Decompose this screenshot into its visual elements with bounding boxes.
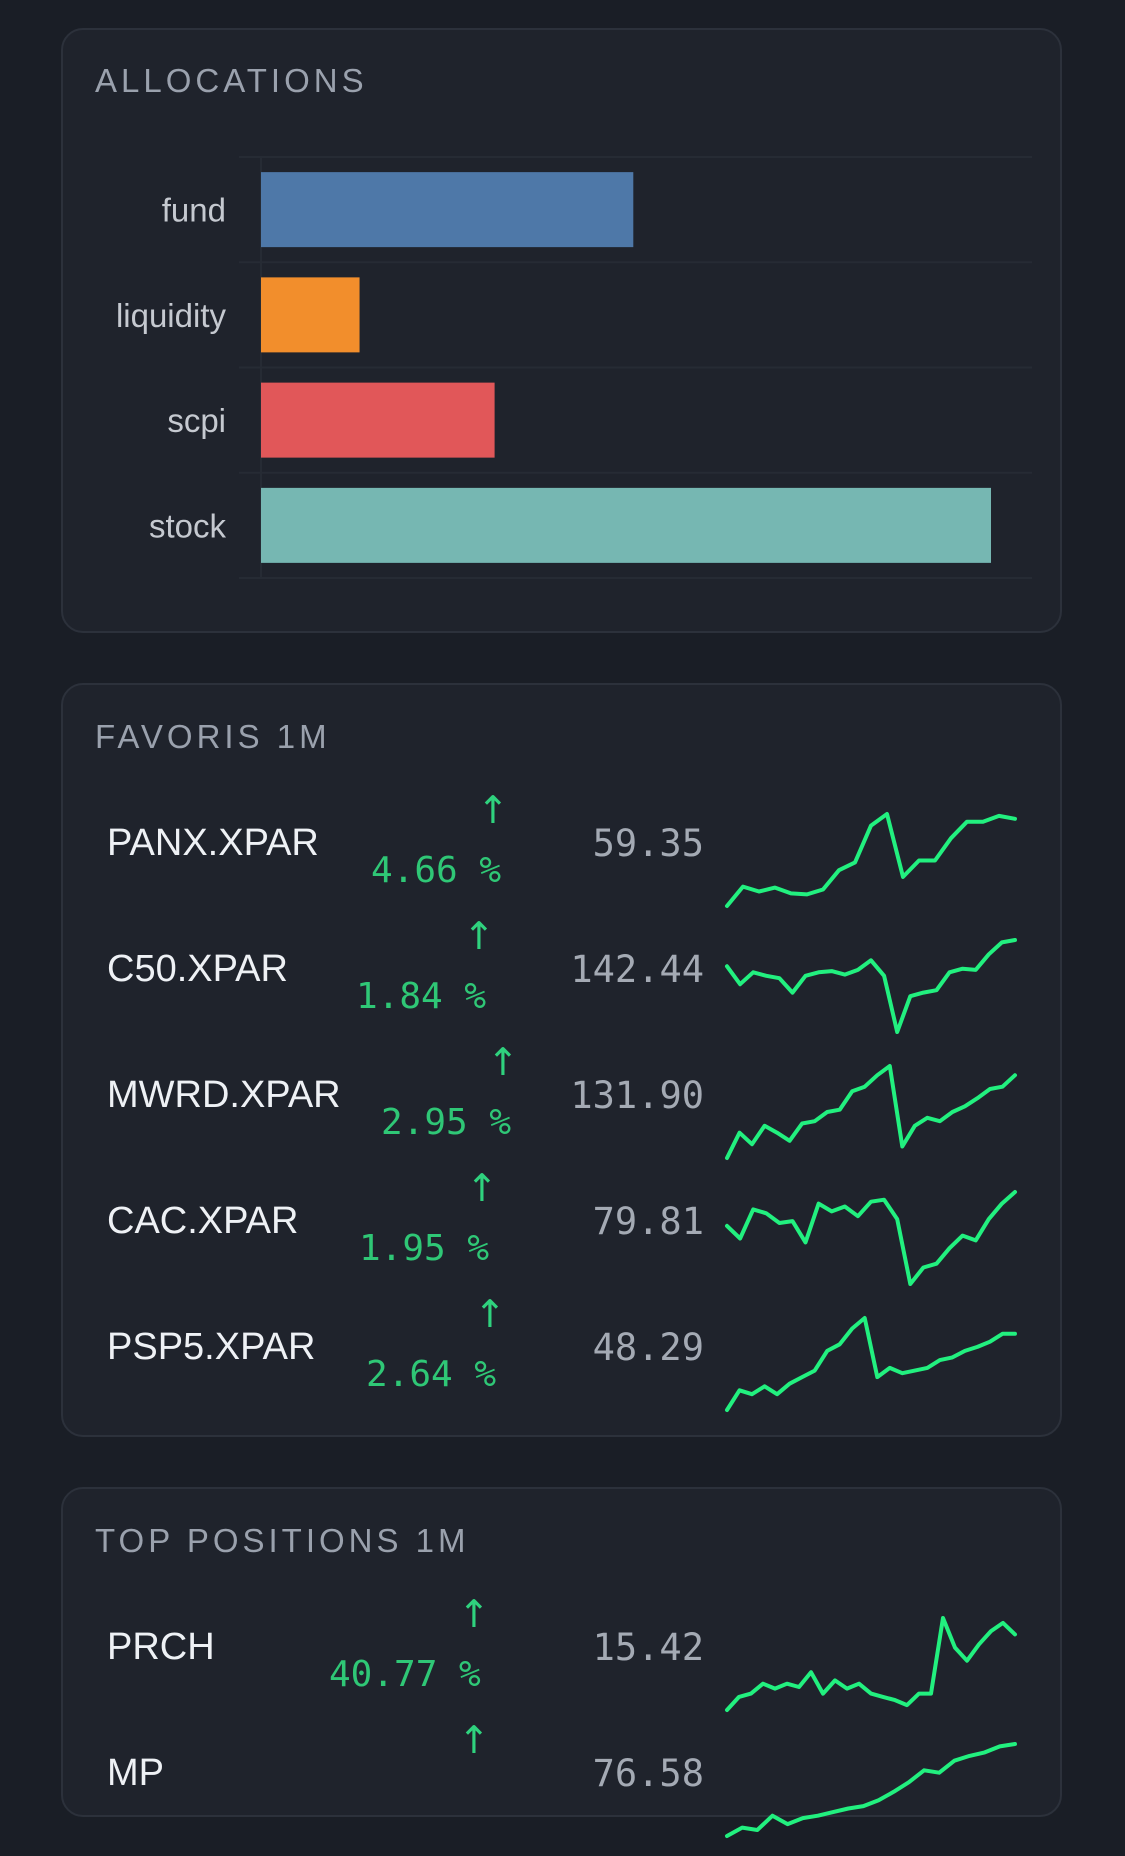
price-value: 59.35 [592,822,704,865]
change-percent: 1.84 % [356,976,487,1017]
sparkline-chart [725,1064,1017,1160]
up-arrow-icon: ↑ [458,1592,490,1636]
allocations-card: ALLOCATIONS fund liquidity scpi stock [61,28,1062,633]
sparkline-chart [725,1616,1017,1712]
ticker-label: PSP5.XPAR [107,1326,316,1368]
price-value: 15.42 [592,1626,704,1669]
alloc-bar-stock[interactable] [261,487,991,563]
change-percent: 2.95 % [381,1102,512,1143]
ticker-label: MP [107,1752,164,1794]
alloc-bar-fund[interactable] [261,172,634,248]
list-item[interactable]: PANX.XPAR ↑ 4.66 % 59.35 [63,788,1064,926]
list-item[interactable]: MWRD.XPAR ↑ 2.95 % 131.90 [63,1040,1064,1178]
favoris-title: FAVORIS 1M [95,718,331,755]
alloc-label-scpi: scpi [167,402,226,439]
ticker-label: CAC.XPAR [107,1200,299,1242]
alloc-label-fund: fund [162,192,226,229]
alloc-label-stock: stock [149,507,227,544]
sparkline [725,1742,1017,1838]
top-positions-card: TOP POSITIONS 1M PRCH ↑ 40.77 % 15.42 MP ↑ 76.… [61,1487,1064,1838]
list-item[interactable]: C50.XPAR ↑ 1.84 % 142.44 [63,914,1064,1052]
alloc-label-liquidity: liquidity [116,297,227,334]
price-value: 79.81 [592,1200,704,1243]
change-percent: 40.77 % [329,1654,481,1695]
alloc-bar-scpi[interactable] [261,382,495,458]
sparkline-chart [725,938,1017,1034]
ticker-label: C50.XPAR [107,948,288,990]
ticker-label: MWRD.XPAR [107,1074,341,1116]
allocations-title: ALLOCATIONS [95,62,368,99]
sparkline [725,1190,1017,1286]
ticker-label: PRCH [107,1626,215,1668]
sparkline-chart [725,812,1017,908]
up-arrow-icon: ↑ [458,1718,490,1762]
sparkline-chart [725,1190,1017,1286]
sparkline-chart [725,1742,1017,1838]
list-item[interactable]: PSP5.XPAR ↑ 2.64 % 48.29 [63,1292,1064,1430]
sparkline [725,812,1017,908]
price-value: 142.44 [570,948,704,991]
up-arrow-icon: ↑ [477,788,509,832]
price-value: 131.90 [570,1074,704,1117]
up-arrow-icon: ↑ [487,1040,519,1084]
change-percent: 4.66 % [371,850,502,891]
list-item[interactable]: CAC.XPAR ↑ 1.95 % 79.81 [63,1166,1064,1304]
up-arrow-icon: ↑ [466,1166,498,1210]
up-arrow-icon: ↑ [463,914,495,958]
up-arrow-icon: ↑ [474,1292,506,1336]
top-positions-title: TOP POSITIONS 1M [95,1522,470,1559]
price-value: 76.58 [592,1752,704,1795]
sparkline [725,938,1017,1034]
allocations-chart: fund liquidity scpi stock [116,156,1032,579]
sparkline-chart [725,1316,1017,1412]
change-percent: 2.64 % [366,1354,497,1395]
alloc-bar-liquidity[interactable] [261,277,360,353]
favoris-card: FAVORIS 1M PANX.XPAR ↑ 4.66 % 59.35 C50.XPAR… [61,683,1062,1437]
ticker-label: PANX.XPAR [107,822,319,864]
list-item[interactable]: MP ↑ 76.58 [63,1718,1064,1856]
price-value: 48.29 [592,1326,704,1369]
change-percent: 1.95 % [359,1228,490,1269]
sparkline [725,1616,1017,1712]
sparkline [725,1064,1017,1160]
sparkline [725,1316,1017,1412]
list-item[interactable]: PRCH ↑ 40.77 % 15.42 [63,1592,1064,1730]
